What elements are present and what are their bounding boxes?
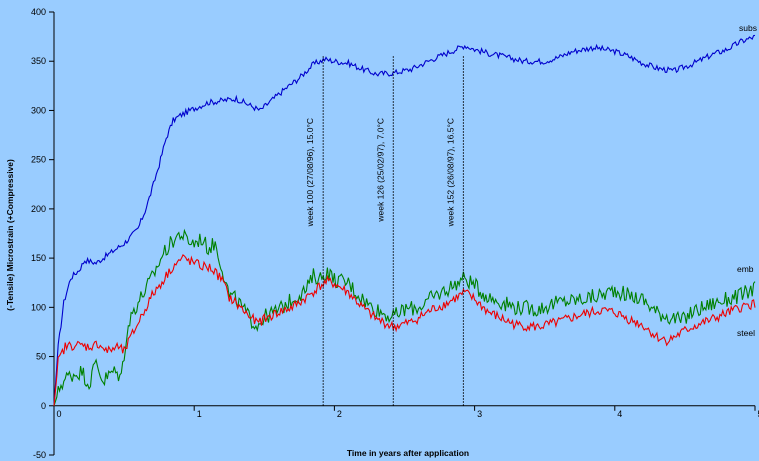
x-tick-label: 4: [617, 409, 622, 419]
x-tick-label: 2: [337, 409, 342, 419]
y-tick-label: 0: [41, 401, 46, 411]
x-tick-label: 3: [477, 409, 482, 419]
y-tick-label: 50: [36, 352, 46, 362]
series-label-steel: steel: [737, 328, 755, 338]
annotation-label: week 100 (27/08/96), 15.0°C: [305, 118, 315, 227]
series-line-emb: [53, 228, 756, 406]
x-axis-title: Time in years after application: [347, 448, 469, 458]
y-tick-label: 200: [31, 204, 46, 214]
y-tick-label: 400: [31, 7, 46, 17]
series-line-subs: [53, 34, 756, 406]
y-axis-title: (-Tensile) Microstrain (+Compressive): [5, 159, 15, 311]
y-tick-label: 150: [31, 253, 46, 263]
y-tick-label: 300: [31, 105, 46, 115]
annotation-label: week 126 (25/02/97), 7.0°C: [375, 118, 385, 223]
x-tick-label: 0: [56, 409, 61, 419]
y-tick-label: -50: [33, 450, 46, 460]
x-tick-label: 1: [197, 409, 202, 419]
y-tick-label: 100: [31, 302, 46, 312]
annotation-label: week 152 (26/08/97), 16.5°C: [445, 118, 455, 227]
series-label-emb: emb: [737, 264, 754, 274]
series-label-subs: subs: [739, 23, 757, 33]
y-tick-label: 350: [31, 56, 46, 66]
series-line-steel: [53, 254, 756, 406]
plot-area: -50 0 50 100 150 200 250 300 350 400 0 1 2 3 4 5 subs emb…: [31, 7, 759, 460]
x-tick-label: 5: [757, 409, 759, 419]
y-tick-label: 250: [31, 155, 46, 165]
